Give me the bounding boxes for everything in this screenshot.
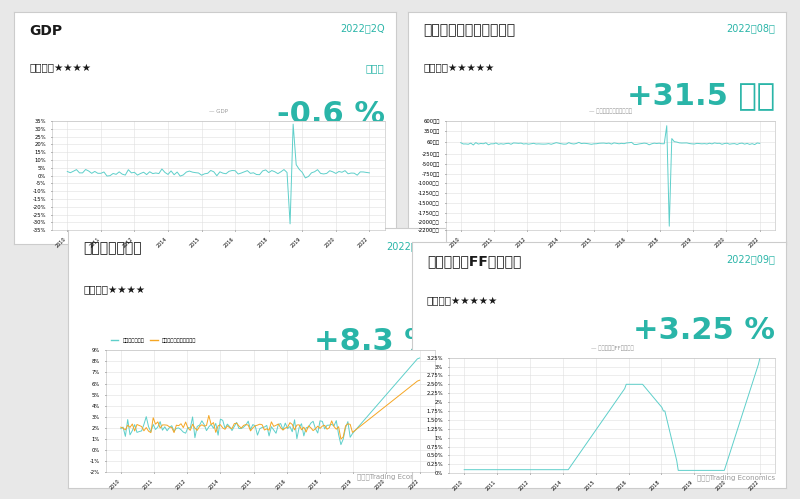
Text: 出所：Trading Economics: 出所：Trading Economics bbox=[357, 474, 434, 480]
Text: +8.3 %: +8.3 % bbox=[314, 327, 434, 356]
Text: 重要度：★★★★: 重要度：★★★★ bbox=[30, 63, 91, 73]
Text: 消費者物価指数: 消費者物価指数 bbox=[83, 241, 142, 255]
Text: 政策金利（FFレート）: 政策金利（FFレート） bbox=[427, 254, 522, 268]
Text: 前年比: 前年比 bbox=[416, 285, 434, 295]
Text: 重要度：★★★★: 重要度：★★★★ bbox=[83, 285, 145, 295]
Text: 重要度：★★★★★: 重要度：★★★★★ bbox=[423, 63, 494, 73]
Text: 前期比: 前期比 bbox=[366, 63, 385, 73]
Text: 2022年09月: 2022年09月 bbox=[726, 254, 774, 264]
Text: GDP: GDP bbox=[30, 23, 62, 37]
Text: +3.25 %: +3.25 % bbox=[633, 316, 774, 345]
Text: 2022年08月: 2022年08月 bbox=[726, 23, 774, 33]
Legend: 消費者物価指数, 消費者物価指数（コア）: 消費者物価指数, 消費者物価指数（コア） bbox=[109, 336, 198, 345]
Text: 2022年08月: 2022年08月 bbox=[386, 241, 434, 251]
Text: — GDP: — GDP bbox=[209, 109, 228, 114]
Text: — 非農業部門雇用者数変化: — 非農業部門雇用者数変化 bbox=[589, 109, 632, 114]
Text: 重要度：★★★★★: 重要度：★★★★★ bbox=[427, 296, 498, 306]
Text: +31.5 万人: +31.5 万人 bbox=[626, 82, 774, 111]
Text: — 政策金利（FFレート）: — 政策金利（FFレート） bbox=[590, 345, 634, 351]
Text: 非農業部門雇用者数変化: 非農業部門雇用者数変化 bbox=[423, 23, 515, 37]
Text: -0.6 %: -0.6 % bbox=[277, 100, 385, 129]
Text: 2022年2Q: 2022年2Q bbox=[340, 23, 385, 33]
Text: 出所：Trading Economics: 出所：Trading Economics bbox=[697, 474, 774, 481]
